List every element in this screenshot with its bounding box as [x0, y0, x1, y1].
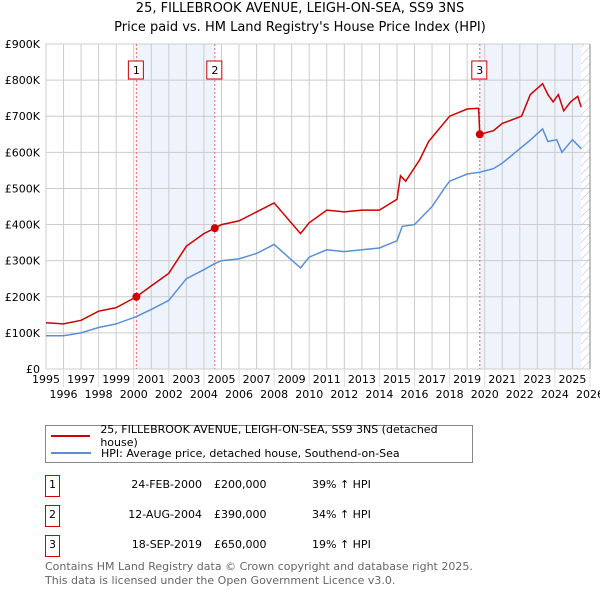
- legend-item-property: 25, FILLEBROOK AVENUE, LEIGH-ON-SEA, SS9…: [51, 423, 472, 449]
- x-tick-label: 2005: [207, 373, 235, 386]
- x-tick-label: 2024: [541, 388, 569, 401]
- x-tick-label: 2025: [558, 373, 586, 386]
- x-tick-label: 1998: [85, 388, 113, 401]
- x-tick-label: 1997: [67, 373, 95, 386]
- legend-label: 25, FILLEBROOK AVENUE, LEIGH-ON-SEA, SS9…: [100, 423, 438, 449]
- sale-point: [132, 292, 141, 301]
- x-tick-label: 2022: [506, 388, 534, 401]
- sale-label: 2: [211, 64, 218, 77]
- sale-label-box: [471, 60, 488, 80]
- x-tick-label: 2002: [155, 388, 183, 401]
- sale-point: [210, 224, 219, 233]
- x-tick-label: 1995: [32, 373, 60, 386]
- chart-subtitle: Price paid vs. HM Land Registry's House …: [114, 20, 486, 35]
- y-tick-label: £500K: [5, 182, 41, 195]
- x-tick-label: 2019: [453, 373, 481, 386]
- table-row: 2 12-AUG-2004 £390,000 34% ↑ HPI: [45, 505, 465, 527]
- sale-marker: 1: [45, 475, 60, 497]
- y-tick-label: £900K: [5, 38, 41, 51]
- x-tick-label: 2026: [576, 388, 600, 401]
- table-row: 1 24-FEB-2000 £200,000 39% ↑ HPI: [45, 475, 465, 497]
- property-line: [45, 82, 582, 325]
- sale-price: £650,000: [214, 538, 267, 551]
- price-chart: 1995 1996 1997 1998 1999 2000 2001 2002 2003 2004…: [5, 38, 600, 401]
- x-tick-label: 2007: [243, 373, 271, 386]
- sale-date: 24-FEB-2000: [131, 478, 202, 491]
- x-tick-label: 1999: [102, 373, 130, 386]
- table-row: 3 18-SEP-2019 £650,000 19% ↑ HPI: [45, 535, 465, 557]
- sale-hpi: 34% ↑ HPI: [312, 508, 371, 521]
- y-tick-label: £800K: [5, 74, 41, 87]
- shaded-range: [479, 44, 582, 369]
- x-tick-label: 2003: [172, 373, 200, 386]
- x-tick-label: 2014: [365, 388, 393, 401]
- sale-price: £390,000: [214, 508, 267, 521]
- x-tick-label: 2017: [418, 373, 446, 386]
- x-tick-label: 2021: [488, 373, 516, 386]
- sale-label: 1: [133, 64, 140, 77]
- x-tick-label: 1996: [50, 388, 78, 401]
- y-tick-label: £300K: [5, 255, 41, 268]
- sale-price: £200,000: [214, 478, 267, 491]
- y-tick-label: £400K: [5, 219, 41, 232]
- sale-marker: 2: [45, 505, 60, 527]
- x-tick-label: 2015: [383, 373, 411, 386]
- x-tick-label: 2016: [401, 388, 429, 401]
- sale-date: 12-AUG-2004: [128, 508, 202, 521]
- y-tick-label: £700K: [5, 110, 41, 123]
- shaded-range: [136, 44, 215, 369]
- future-hatch: [581, 44, 590, 369]
- sale-marker: 3: [45, 535, 60, 557]
- x-tick-label: 2010: [295, 388, 323, 401]
- sale-hpi: 39% ↑ HPI: [312, 478, 371, 491]
- legend-swatch-red: [51, 435, 91, 437]
- x-tick-label: 2023: [523, 373, 551, 386]
- hpi-line: [46, 127, 582, 337]
- legend-label: HPI: Average price, detached house, Sout…: [101, 446, 400, 460]
- footer-copyright: Contains HM Land Registry data © Crown c…: [45, 560, 473, 573]
- sale-hpi: 19% ↑ HPI: [312, 538, 371, 551]
- footer-licence: This data is licensed under the Open Gov…: [45, 574, 396, 587]
- x-tick-label: 2000: [120, 388, 148, 401]
- x-tick-label: 2020: [471, 388, 499, 401]
- x-tick-label: 2008: [260, 388, 288, 401]
- x-tick-label: 2013: [348, 373, 376, 386]
- x-tick-label: 2001: [137, 373, 165, 386]
- x-tick-label: 2012: [330, 388, 358, 401]
- x-tick-label: 2004: [190, 388, 218, 401]
- legend: 25, FILLEBROOK AVENUE, LEIGH-ON-SEA, SS9…: [45, 423, 473, 463]
- chart-title: 25, FILLEBROOK AVENUE, LEIGH-ON-SEA, SS9…: [135, 1, 465, 16]
- x-tick-label: 2011: [313, 373, 341, 386]
- sale-label-box: [206, 60, 223, 80]
- y-tick-label: £0: [26, 363, 40, 376]
- sale-label-box: [127, 60, 144, 80]
- sale-date: 18-SEP-2019: [131, 538, 202, 551]
- x-tick-label: 2018: [436, 388, 464, 401]
- sale-label: 3: [476, 64, 483, 77]
- x-tick-label: 2006: [225, 388, 253, 401]
- legend-item-hpi: HPI: Average price, detached house, Sout…: [51, 445, 400, 461]
- y-tick-label: £200K: [5, 291, 41, 304]
- x-tick-label: 2009: [278, 373, 306, 386]
- y-tick-label: £100K: [5, 327, 41, 340]
- sale-point: [475, 130, 484, 139]
- legend-swatch-blue: [51, 452, 91, 454]
- y-tick-label: £600K: [5, 146, 41, 159]
